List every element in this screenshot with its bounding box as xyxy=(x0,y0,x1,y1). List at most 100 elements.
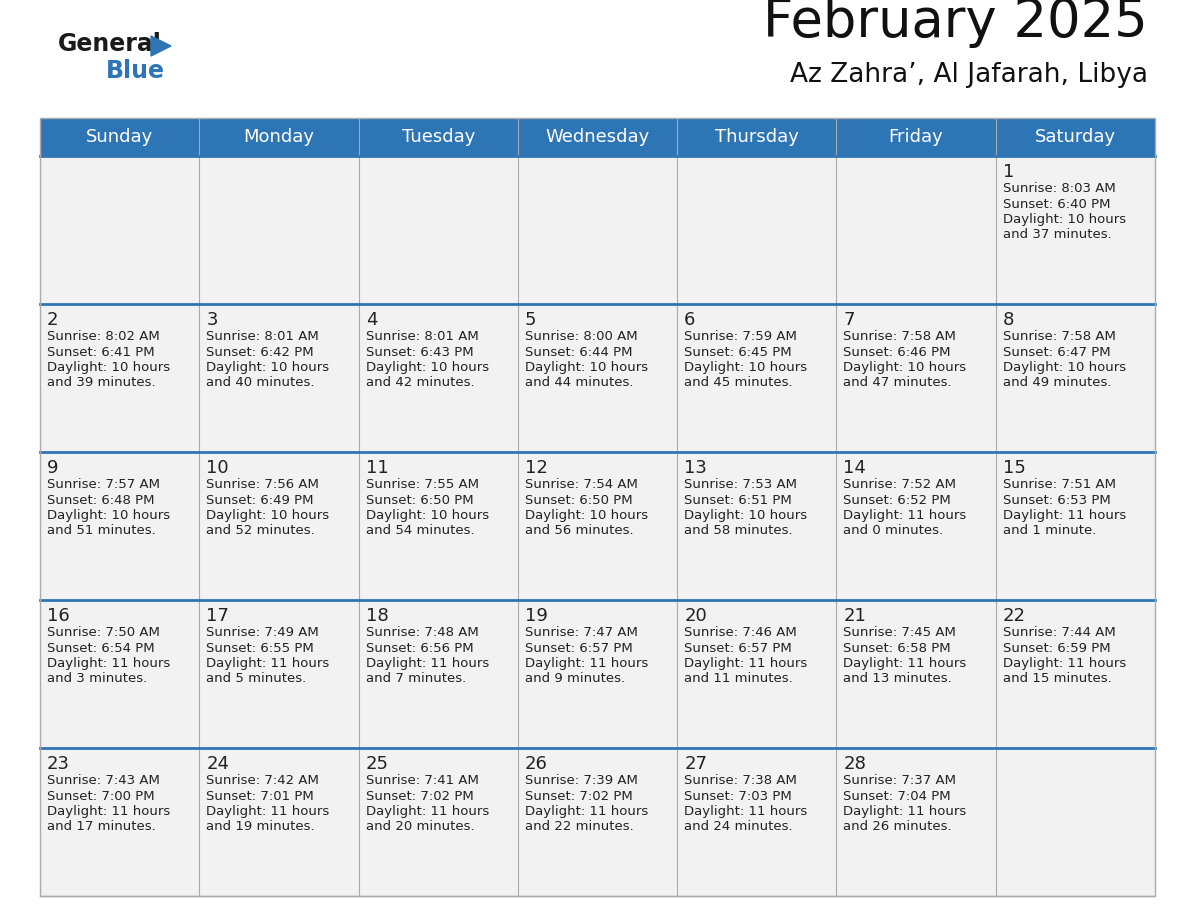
Text: Sunset: 6:47 PM: Sunset: 6:47 PM xyxy=(1003,345,1111,359)
Text: Daylight: 10 hours: Daylight: 10 hours xyxy=(207,509,329,522)
Bar xyxy=(996,304,1155,452)
Text: Sunset: 7:03 PM: Sunset: 7:03 PM xyxy=(684,789,792,802)
Text: 24: 24 xyxy=(207,755,229,773)
Text: and 17 minutes.: and 17 minutes. xyxy=(48,821,156,834)
Bar xyxy=(40,156,200,304)
Text: 18: 18 xyxy=(366,607,388,625)
Bar xyxy=(200,118,359,156)
Bar xyxy=(836,156,996,304)
Text: 4: 4 xyxy=(366,311,377,329)
Text: and 54 minutes.: and 54 minutes. xyxy=(366,524,474,538)
Text: and 42 minutes.: and 42 minutes. xyxy=(366,376,474,389)
Text: and 40 minutes.: and 40 minutes. xyxy=(207,376,315,389)
Bar xyxy=(677,304,836,452)
Text: Sunset: 6:40 PM: Sunset: 6:40 PM xyxy=(1003,197,1111,210)
Text: Sunset: 7:02 PM: Sunset: 7:02 PM xyxy=(366,789,473,802)
Bar xyxy=(518,452,677,600)
Text: 20: 20 xyxy=(684,607,707,625)
Bar xyxy=(359,748,518,896)
Bar xyxy=(40,118,1155,896)
Text: Daylight: 10 hours: Daylight: 10 hours xyxy=(1003,213,1126,226)
Bar xyxy=(677,156,836,304)
Bar xyxy=(200,600,359,748)
Text: Sunset: 6:58 PM: Sunset: 6:58 PM xyxy=(843,642,952,655)
Text: and 11 minutes.: and 11 minutes. xyxy=(684,673,792,686)
Text: and 24 minutes.: and 24 minutes. xyxy=(684,821,792,834)
Text: 14: 14 xyxy=(843,459,866,477)
Text: Sunrise: 7:41 AM: Sunrise: 7:41 AM xyxy=(366,774,479,787)
Text: Sunrise: 7:46 AM: Sunrise: 7:46 AM xyxy=(684,626,797,639)
Text: 7: 7 xyxy=(843,311,855,329)
Text: and 9 minutes.: and 9 minutes. xyxy=(525,673,625,686)
Bar xyxy=(836,748,996,896)
Text: 9: 9 xyxy=(48,459,58,477)
Text: Sunrise: 7:53 AM: Sunrise: 7:53 AM xyxy=(684,478,797,491)
Text: and 19 minutes.: and 19 minutes. xyxy=(207,821,315,834)
Text: Daylight: 10 hours: Daylight: 10 hours xyxy=(684,361,808,374)
Bar xyxy=(200,304,359,452)
Text: Sunset: 6:52 PM: Sunset: 6:52 PM xyxy=(843,494,952,507)
Bar xyxy=(677,118,836,156)
Text: and 51 minutes.: and 51 minutes. xyxy=(48,524,156,538)
Text: 12: 12 xyxy=(525,459,548,477)
Text: 26: 26 xyxy=(525,755,548,773)
Text: and 26 minutes.: and 26 minutes. xyxy=(843,821,952,834)
Text: 17: 17 xyxy=(207,607,229,625)
Text: 27: 27 xyxy=(684,755,707,773)
Text: 10: 10 xyxy=(207,459,229,477)
Bar xyxy=(518,118,677,156)
Text: Daylight: 11 hours: Daylight: 11 hours xyxy=(48,657,170,670)
Text: Sunrise: 7:49 AM: Sunrise: 7:49 AM xyxy=(207,626,320,639)
Text: 19: 19 xyxy=(525,607,548,625)
Text: and 44 minutes.: and 44 minutes. xyxy=(525,376,633,389)
Text: Daylight: 11 hours: Daylight: 11 hours xyxy=(684,805,808,818)
Bar xyxy=(518,304,677,452)
Text: Daylight: 11 hours: Daylight: 11 hours xyxy=(525,657,649,670)
Text: and 3 minutes.: and 3 minutes. xyxy=(48,673,147,686)
Text: Daylight: 11 hours: Daylight: 11 hours xyxy=(1003,509,1126,522)
Bar xyxy=(996,118,1155,156)
Text: 3: 3 xyxy=(207,311,217,329)
Text: Sunrise: 8:01 AM: Sunrise: 8:01 AM xyxy=(207,330,320,343)
Text: Daylight: 11 hours: Daylight: 11 hours xyxy=(366,657,488,670)
Text: 25: 25 xyxy=(366,755,388,773)
Text: and 37 minutes.: and 37 minutes. xyxy=(1003,229,1112,241)
Text: Daylight: 10 hours: Daylight: 10 hours xyxy=(48,361,170,374)
Bar xyxy=(40,452,200,600)
Text: Sunrise: 7:48 AM: Sunrise: 7:48 AM xyxy=(366,626,479,639)
Text: Sunrise: 7:55 AM: Sunrise: 7:55 AM xyxy=(366,478,479,491)
Text: 13: 13 xyxy=(684,459,707,477)
Text: Sunset: 6:44 PM: Sunset: 6:44 PM xyxy=(525,345,632,359)
Text: Thursday: Thursday xyxy=(715,128,798,146)
Text: Sunset: 6:57 PM: Sunset: 6:57 PM xyxy=(525,642,632,655)
Text: 6: 6 xyxy=(684,311,695,329)
Bar xyxy=(996,452,1155,600)
Bar xyxy=(359,452,518,600)
Text: Daylight: 10 hours: Daylight: 10 hours xyxy=(48,509,170,522)
Text: Sunset: 6:56 PM: Sunset: 6:56 PM xyxy=(366,642,473,655)
Text: and 5 minutes.: and 5 minutes. xyxy=(207,673,307,686)
Text: Sunset: 6:42 PM: Sunset: 6:42 PM xyxy=(207,345,314,359)
Text: Daylight: 10 hours: Daylight: 10 hours xyxy=(207,361,329,374)
Bar xyxy=(518,600,677,748)
Text: Wednesday: Wednesday xyxy=(545,128,650,146)
Text: Sunrise: 7:59 AM: Sunrise: 7:59 AM xyxy=(684,330,797,343)
Text: 1: 1 xyxy=(1003,163,1015,181)
Text: Sunrise: 7:38 AM: Sunrise: 7:38 AM xyxy=(684,774,797,787)
Text: Daylight: 10 hours: Daylight: 10 hours xyxy=(525,509,647,522)
Text: and 39 minutes.: and 39 minutes. xyxy=(48,376,156,389)
Bar xyxy=(200,452,359,600)
Text: Sunrise: 7:54 AM: Sunrise: 7:54 AM xyxy=(525,478,638,491)
Text: Sunrise: 7:56 AM: Sunrise: 7:56 AM xyxy=(207,478,320,491)
Text: Daylight: 10 hours: Daylight: 10 hours xyxy=(843,361,967,374)
Bar xyxy=(40,304,200,452)
Text: Daylight: 11 hours: Daylight: 11 hours xyxy=(525,805,649,818)
Text: and 47 minutes.: and 47 minutes. xyxy=(843,376,952,389)
Text: Daylight: 11 hours: Daylight: 11 hours xyxy=(843,657,967,670)
Bar xyxy=(359,304,518,452)
Bar xyxy=(996,748,1155,896)
Text: Sunrise: 8:00 AM: Sunrise: 8:00 AM xyxy=(525,330,638,343)
Bar xyxy=(677,748,836,896)
Text: 16: 16 xyxy=(48,607,70,625)
Bar xyxy=(677,600,836,748)
